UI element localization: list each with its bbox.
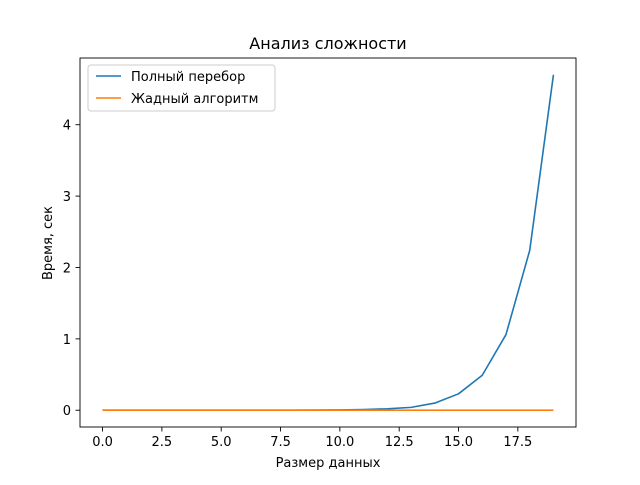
x-axis-ticks: 0.0 2.5 5.0 7.5 10.0 12.5 15.0 17.5 — [92, 427, 532, 450]
y-tick-label: 3 — [63, 190, 71, 205]
x-tick-label: 10.0 — [325, 435, 354, 450]
x-tick-label: 2.5 — [152, 435, 173, 450]
y-tick-label: 1 — [63, 333, 71, 348]
x-tick-label: 15.0 — [444, 435, 473, 450]
legend-label-0: Полный перебор — [131, 70, 245, 85]
legend: Полный перебор Жадный алгоритм — [87, 64, 276, 112]
y-tick-label: 2 — [63, 261, 71, 276]
plot-area — [79, 57, 577, 428]
legend-box — [87, 64, 276, 112]
x-tick-label: 17.5 — [503, 435, 532, 450]
x-tick-label: 0.0 — [92, 435, 113, 450]
y-axis-ticks: 0 1 2 3 4 — [63, 119, 80, 419]
chart-title: Анализ сложности — [249, 34, 406, 53]
y-tick-label: 4 — [63, 119, 71, 134]
x-axis-label: Размер данных — [276, 456, 381, 471]
y-axis-label: Время, сек — [41, 206, 56, 280]
axes-frame — [79, 57, 577, 428]
x-tick-label: 7.5 — [270, 435, 291, 450]
y-tick-label: 0 — [63, 404, 71, 419]
legend-label-1: Жадный алгоритм — [131, 92, 258, 107]
x-tick-label: 5.0 — [211, 435, 232, 450]
x-tick-label: 12.5 — [385, 435, 414, 450]
